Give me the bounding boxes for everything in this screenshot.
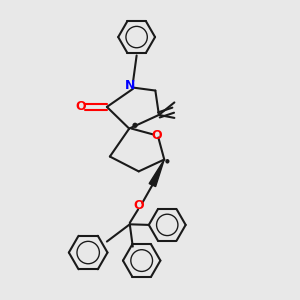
Text: O: O — [151, 129, 162, 142]
Text: ●: ● — [131, 122, 138, 128]
Text: ●: ● — [165, 159, 169, 164]
Polygon shape — [149, 160, 164, 187]
Text: O: O — [134, 200, 144, 212]
Text: N: N — [125, 79, 135, 92]
Text: O: O — [76, 100, 86, 113]
